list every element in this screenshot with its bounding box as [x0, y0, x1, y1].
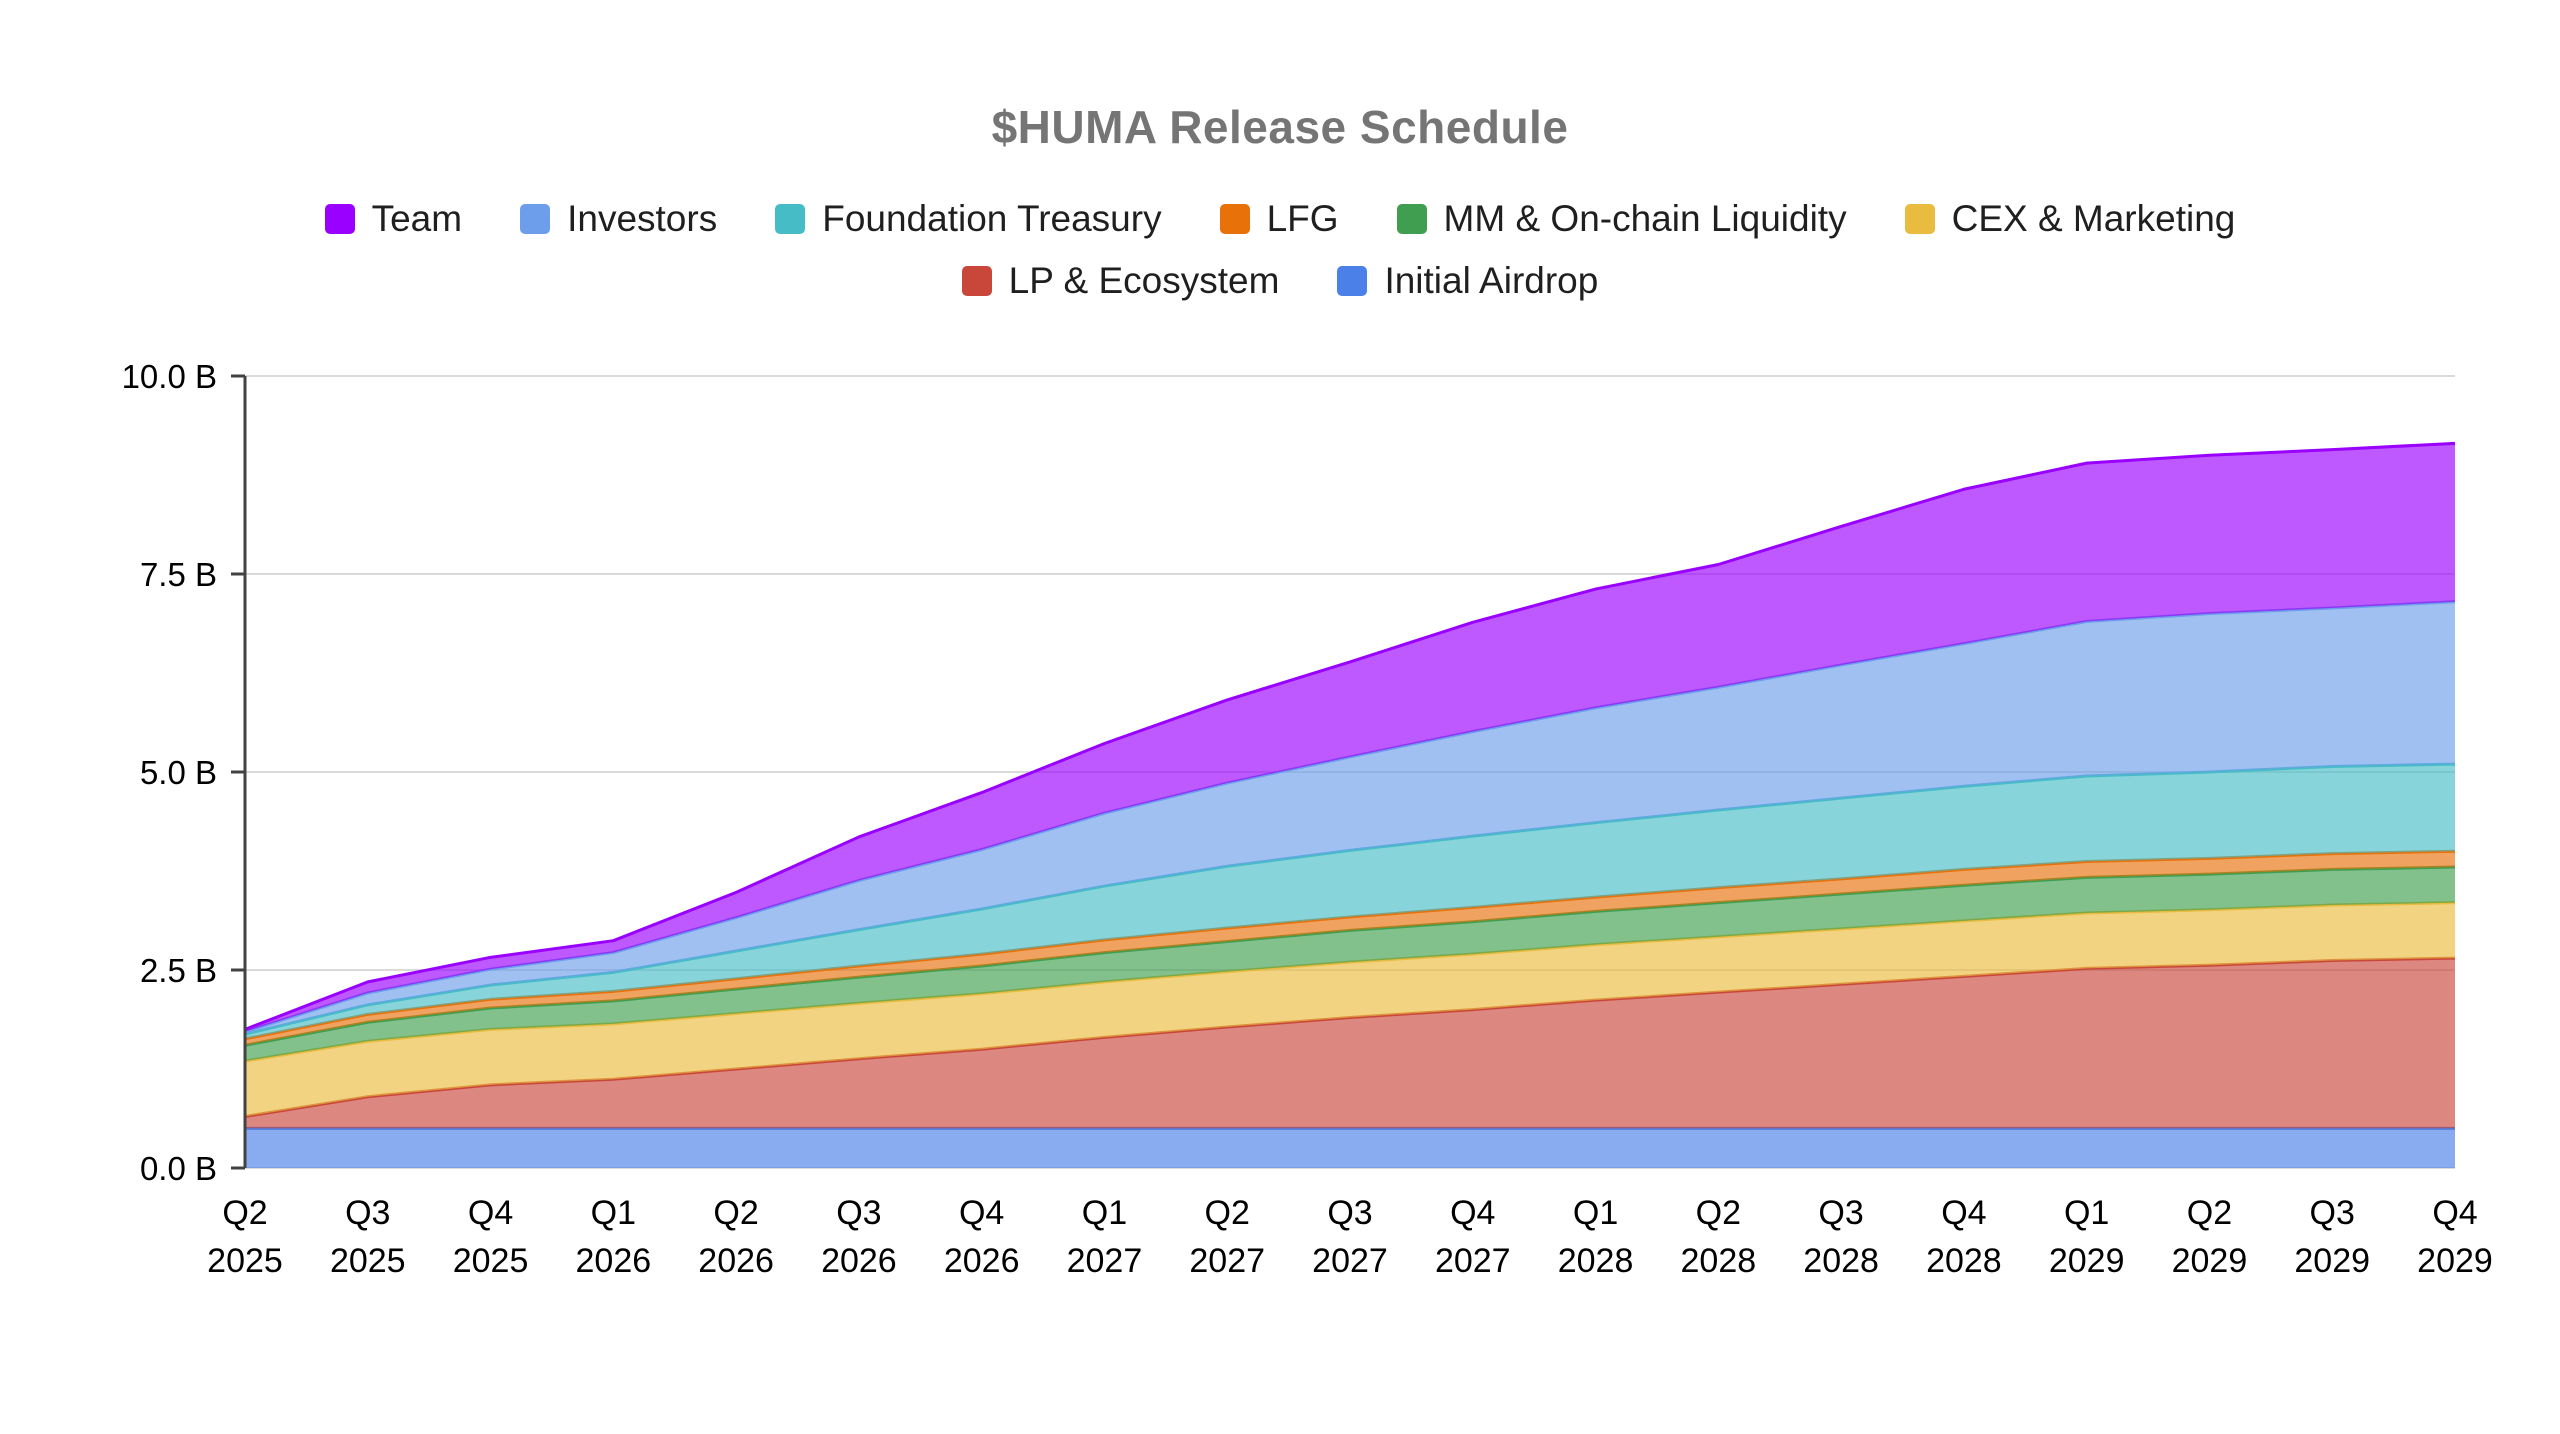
legend-item-lfg: LFG: [1219, 198, 1339, 240]
svg-text:2027: 2027: [1189, 1242, 1265, 1280]
svg-text:Q1: Q1: [2064, 1194, 2109, 1232]
svg-text:Q2: Q2: [1696, 1194, 1741, 1232]
svg-text:2029: 2029: [2417, 1242, 2493, 1280]
x-tick-label: Q3 2025: [330, 1194, 406, 1280]
svg-text:Q1: Q1: [1082, 1194, 1127, 1232]
svg-text:2026: 2026: [944, 1242, 1020, 1280]
legend-label-cex-marketing: CEX & Marketing: [1951, 198, 2236, 239]
svg-text:Q4: Q4: [2432, 1194, 2477, 1232]
x-tick-label: Q4 2027: [1435, 1194, 1511, 1280]
stacked-areas: [244, 441, 2456, 1168]
legend-item-investors: Investors: [520, 198, 717, 240]
x-tick-label: Q3 2028: [1803, 1194, 1879, 1280]
svg-text:Q3: Q3: [1818, 1194, 1863, 1232]
svg-text:Q1: Q1: [1573, 1194, 1618, 1232]
svg-text:2025: 2025: [330, 1242, 406, 1280]
x-tick-label: Q1 2029: [2049, 1194, 2125, 1280]
area-series-initial-airdrop: [245, 1126, 2455, 1168]
svg-text:2026: 2026: [576, 1242, 652, 1280]
legend-item-lp-ecosystem: LP & Ecosystem: [961, 260, 1280, 302]
x-tick-label: Q1 2028: [1558, 1194, 1634, 1280]
x-tick-label: Q4 2026: [944, 1194, 1020, 1280]
svg-text:Q2: Q2: [222, 1194, 267, 1232]
x-tick-label: Q2 2029: [2172, 1194, 2248, 1280]
svg-text:Q2: Q2: [2187, 1194, 2232, 1232]
svg-text:Q3: Q3: [836, 1194, 881, 1232]
svg-text:Q4: Q4: [468, 1194, 513, 1232]
svg-text:2027: 2027: [1435, 1242, 1511, 1280]
legend-swatch-cex-marketing: [1904, 204, 1935, 234]
x-tick-label: Q2 2026: [698, 1194, 774, 1280]
svg-text:2025: 2025: [207, 1242, 283, 1280]
svg-text:2028: 2028: [1681, 1242, 1757, 1280]
legend-item-mm-onchain-liquidity: MM & On-chain Liquidity: [1396, 198, 1847, 240]
legend-swatch-initial-airdrop: [1337, 266, 1368, 296]
svg-text:2026: 2026: [821, 1242, 897, 1280]
legend-label-team: Team: [371, 198, 463, 239]
svg-text:Q3: Q3: [345, 1194, 390, 1232]
y-tick-label: 2.5 B: [140, 952, 217, 989]
x-tick-label: Q1 2027: [1067, 1194, 1143, 1280]
legend-label-foundation-treasury: Foundation Treasury: [822, 198, 1162, 239]
legend-item-initial-airdrop: Initial Airdrop: [1337, 260, 1598, 302]
legend-swatch-mm-onchain-liquidity: [1396, 204, 1427, 234]
chart-title: $HUMA Release Schedule: [991, 101, 1569, 153]
x-axis-labels: Q2 2025 Q3 2025 Q4 2025 Q1 2026 Q2 2026 Q3 2026 Q4 20…: [207, 1194, 2493, 1280]
area-series-team: [244, 441, 2456, 1032]
svg-text:2027: 2027: [1067, 1242, 1143, 1280]
svg-text:Q3: Q3: [2310, 1194, 2355, 1232]
legend-label-initial-airdrop: Initial Airdrop: [1384, 260, 1599, 301]
legend-swatch-lfg: [1219, 204, 1250, 234]
x-tick-label: Q2 2027: [1189, 1194, 1265, 1280]
x-tick-label: Q2 2025: [207, 1194, 283, 1280]
legend-label-investors: Investors: [567, 198, 718, 239]
legend-row-1: Team Investors Foundation Treasury LFG MM & …: [324, 198, 2236, 240]
legend-label-lfg: LFG: [1266, 198, 1339, 239]
svg-text:Q1: Q1: [591, 1194, 636, 1232]
x-tick-label: Q2 2028: [1681, 1194, 1757, 1280]
x-tick-label: Q4 2028: [1926, 1194, 2002, 1280]
y-tick-label: 7.5 B: [140, 556, 217, 593]
svg-text:Q2: Q2: [1205, 1194, 1250, 1232]
y-tick-label: 5.0 B: [140, 754, 217, 791]
legend-swatch-foundation-treasury: [775, 204, 806, 234]
y-tick-label: 10.0 B: [122, 358, 217, 395]
svg-text:2029: 2029: [2172, 1242, 2248, 1280]
svg-text:Q3: Q3: [1327, 1194, 1372, 1232]
legend-item-team: Team: [324, 198, 463, 240]
legend-item-foundation-treasury: Foundation Treasury: [775, 198, 1162, 240]
legend-swatch-investors: [520, 204, 551, 234]
svg-text:2027: 2027: [1312, 1242, 1388, 1280]
svg-text:2029: 2029: [2294, 1242, 2370, 1280]
svg-text:Q4: Q4: [1941, 1194, 1986, 1232]
legend-label-lp-ecosystem: LP & Ecosystem: [1008, 260, 1280, 301]
legend-item-cex-marketing: CEX & Marketing: [1904, 198, 2236, 240]
x-tick-label: Q3 2029: [2294, 1194, 2370, 1280]
legend-row-2: LP & Ecosystem Initial Airdrop: [961, 260, 1598, 302]
svg-text:2026: 2026: [698, 1242, 774, 1280]
svg-text:2028: 2028: [1926, 1242, 2002, 1280]
svg-text:2025: 2025: [453, 1242, 529, 1280]
svg-text:Q2: Q2: [713, 1194, 758, 1232]
x-tick-label: Q1 2026: [576, 1194, 652, 1280]
legend-swatch-lp-ecosystem: [961, 266, 992, 296]
x-tick-label: Q3 2026: [821, 1194, 897, 1280]
svg-text:2029: 2029: [2049, 1242, 2125, 1280]
svg-text:2028: 2028: [1558, 1242, 1634, 1280]
y-tick-label: 0.0 B: [140, 1150, 217, 1187]
y-axis: 0.0 B 2.5 B 5.0 B 7.5 B 10.0 B: [122, 358, 247, 1187]
svg-text:Q4: Q4: [959, 1194, 1004, 1232]
chart-legend: Team Investors Foundation Treasury LFG MM & …: [0, 198, 2560, 302]
svg-text:Q4: Q4: [1450, 1194, 1495, 1232]
legend-label-mm-onchain-liquidity: MM & On-chain Liquidity: [1443, 198, 1847, 239]
svg-text:2028: 2028: [1803, 1242, 1879, 1280]
legend-swatch-team: [324, 204, 355, 234]
x-tick-label: Q3 2027: [1312, 1194, 1388, 1280]
x-tick-label: Q4 2025: [453, 1194, 529, 1280]
x-tick-label: Q4 2029: [2417, 1194, 2493, 1280]
